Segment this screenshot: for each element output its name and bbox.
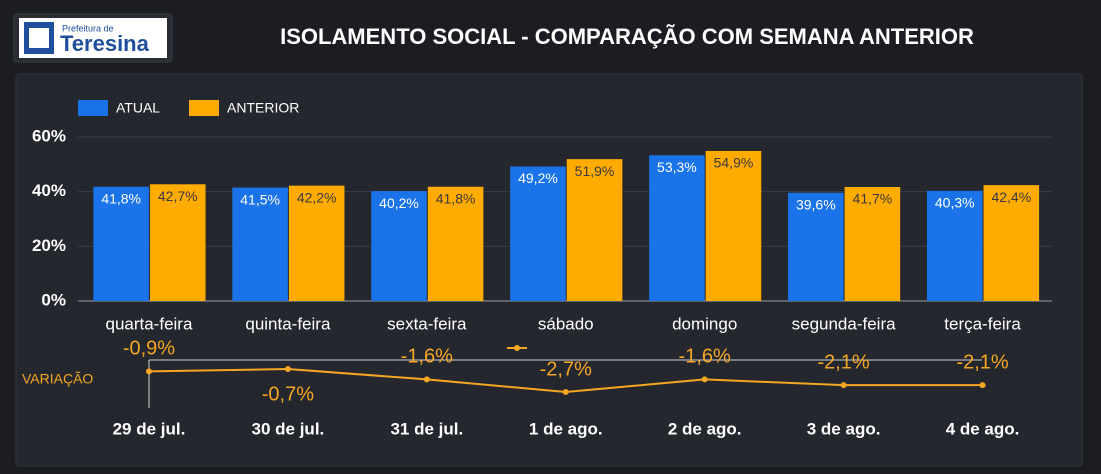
- y-tick-label: 20%: [32, 236, 66, 255]
- variation-label: VARIAÇÃO: [22, 371, 93, 387]
- variation-value-label: -1,6%: [679, 346, 731, 368]
- variation-point: [840, 382, 847, 389]
- y-tick-label: 0%: [41, 290, 66, 309]
- bar-value-label: 40,2%: [379, 195, 419, 211]
- date-label: 31 de jul.: [390, 419, 463, 438]
- legend-label: ANTERIOR: [227, 100, 299, 116]
- page-title: ISOLAMENTO SOCIAL - COMPARAÇÃO COM SEMAN…: [280, 24, 974, 49]
- date-label: 3 de ago.: [807, 419, 881, 438]
- bar: [983, 185, 1040, 301]
- bar: [926, 190, 983, 301]
- variation-point: [284, 366, 291, 373]
- variation-legend-icon: [514, 345, 520, 351]
- x-tick-label: quinta-feira: [245, 314, 331, 333]
- logo-small-text: Prefeitura de: [62, 23, 114, 33]
- bar: [288, 185, 345, 301]
- legend-swatch: [78, 100, 108, 116]
- bar-value-label: 53,3%: [657, 159, 697, 175]
- date-label: 4 de ago.: [946, 419, 1020, 438]
- date-label: 29 de jul.: [113, 419, 186, 438]
- variation-value-label: -1,6%: [401, 346, 453, 368]
- bar: [705, 150, 762, 301]
- bar: [149, 184, 206, 301]
- variation-value-label: -0,7%: [262, 383, 314, 405]
- bar: [649, 155, 705, 301]
- date-label: 2 de ago.: [668, 419, 742, 438]
- variation-point: [423, 376, 430, 383]
- date-label: 1 de ago.: [529, 419, 603, 438]
- bar: [566, 159, 623, 301]
- bar-value-label: 41,8%: [436, 190, 476, 206]
- bar-value-label: 54,9%: [714, 155, 754, 171]
- bar: [844, 187, 901, 301]
- x-tick-label: sexta-feira: [387, 314, 467, 333]
- variation-point: [979, 382, 986, 389]
- x-tick-label: quarta-feira: [105, 314, 192, 333]
- variation-value-label: -0,9%: [123, 338, 175, 360]
- x-tick-label: terça-feira: [944, 314, 1021, 333]
- bar: [371, 191, 427, 301]
- y-tick-label: 40%: [32, 181, 66, 200]
- x-tick-label: segunda-feira: [792, 314, 897, 333]
- bar: [93, 186, 149, 301]
- bar-value-label: 42,7%: [158, 188, 198, 204]
- variation-point: [145, 368, 152, 375]
- bar-value-label: 51,9%: [575, 163, 615, 179]
- x-tick-label: domingo: [672, 314, 737, 333]
- logo-big-text: Teresina: [60, 31, 150, 56]
- bar: [510, 166, 566, 301]
- variation-value-label: -2,1%: [956, 351, 1008, 373]
- bar: [232, 187, 288, 301]
- legend-label: ATUAL: [116, 100, 160, 116]
- bar-value-label: 42,4%: [991, 189, 1031, 205]
- logo-crest-inner: [29, 28, 49, 48]
- bar-value-label: 40,3%: [935, 195, 975, 211]
- bar-value-label: 42,2%: [297, 189, 337, 205]
- variation-value-label: -2,7%: [540, 358, 592, 380]
- y-tick-label: 60%: [32, 126, 66, 145]
- variation-point: [701, 376, 708, 383]
- bar-value-label: 39,6%: [796, 196, 836, 212]
- date-label: 30 de jul.: [252, 419, 325, 438]
- bar-value-label: 41,8%: [101, 190, 141, 206]
- bar-value-label: 41,5%: [240, 191, 280, 207]
- bar-value-label: 41,7%: [853, 191, 893, 207]
- bar-value-label: 49,2%: [518, 170, 558, 186]
- x-tick-label: sábado: [538, 314, 594, 333]
- bar: [788, 192, 844, 301]
- variation-value-label: -2,1%: [817, 351, 869, 373]
- legend-swatch: [189, 100, 219, 116]
- variation-point: [562, 389, 569, 396]
- bar: [427, 186, 484, 301]
